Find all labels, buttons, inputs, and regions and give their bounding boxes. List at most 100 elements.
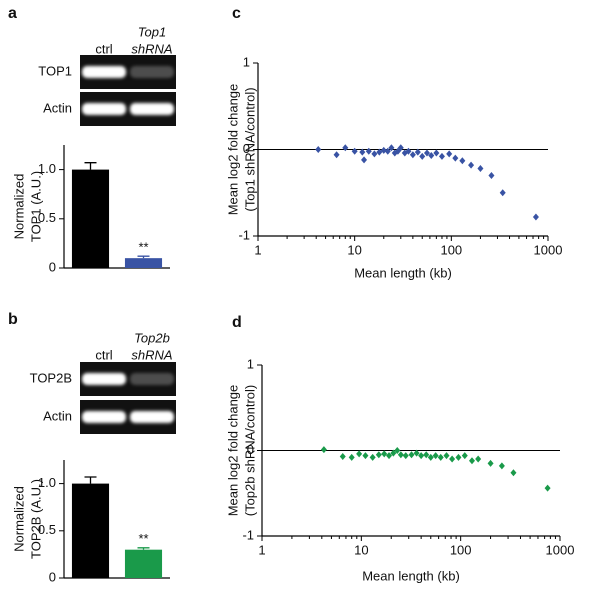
point (342, 144, 349, 152)
point (381, 450, 388, 458)
point (397, 451, 404, 459)
point (413, 449, 420, 457)
point (544, 484, 551, 492)
x-tick-label: 100 (450, 542, 472, 557)
point (356, 450, 363, 458)
blot-band (82, 373, 126, 385)
y-axis-label: Mean log2 fold change (225, 385, 240, 517)
point (362, 452, 369, 460)
bar (71, 483, 110, 578)
point (499, 189, 506, 197)
point (423, 149, 430, 157)
y-axis-label: TOP1 (A.U.) (28, 171, 43, 242)
bar (124, 549, 163, 578)
panel-label: c (232, 5, 241, 22)
point (375, 451, 382, 459)
point (419, 152, 426, 160)
point (437, 453, 444, 461)
y-tick-label: 0 (247, 442, 254, 457)
point (365, 147, 372, 155)
y-axis-label: Normalized (11, 174, 26, 240)
point (359, 148, 366, 156)
point (487, 459, 494, 467)
point (405, 147, 412, 155)
point (384, 147, 391, 155)
point (488, 171, 495, 179)
x-tick-label: 100 (440, 242, 462, 257)
point (452, 154, 459, 162)
point (433, 149, 440, 157)
y-tick-label: 0 (49, 259, 56, 274)
point (443, 452, 450, 460)
bar (71, 169, 110, 268)
point (414, 148, 421, 156)
y-tick-label: 1 (243, 54, 250, 69)
point (498, 462, 505, 470)
point (468, 161, 475, 169)
blot-band (130, 411, 174, 423)
point (369, 453, 376, 461)
blot-band (82, 103, 126, 115)
point (339, 452, 346, 460)
lane-label: ctrl (95, 347, 112, 362)
blot-band (130, 66, 174, 78)
y-axis-label: (Top1 shRNA/control) (242, 87, 257, 211)
y-tick-label: 1.0 (38, 161, 56, 176)
significance: ** (138, 531, 148, 546)
y-axis-label: TOP2B (A.U.) (28, 479, 43, 559)
x-tick-label: 1000 (546, 542, 575, 557)
point (427, 453, 434, 461)
y-tick-label: 1 (247, 356, 254, 371)
blot-label: Actin (43, 408, 72, 423)
point (386, 452, 393, 460)
x-tick-label: 10 (354, 542, 368, 557)
blot-label: Actin (43, 100, 72, 115)
point (459, 157, 466, 165)
point (532, 213, 539, 221)
blot-label: TOP1 (38, 63, 72, 78)
point (438, 152, 445, 160)
x-tick-label: 10 (347, 242, 361, 257)
point (418, 452, 425, 460)
blot-band (82, 66, 126, 78)
lane-label: Top2b (134, 330, 170, 345)
y-tick-label: 0 (49, 569, 56, 584)
point (361, 156, 368, 164)
x-tick-label: 1 (258, 542, 265, 557)
point (388, 144, 395, 152)
lane-label: Top1 (138, 24, 166, 39)
point (348, 453, 355, 461)
lane-label: ctrl (95, 41, 112, 56)
blot-label: TOP2B (30, 370, 72, 385)
point (333, 151, 340, 159)
y-tick-label: 0 (243, 141, 250, 156)
point (475, 455, 482, 463)
point (446, 150, 453, 158)
point (390, 449, 397, 457)
panel-label: b (8, 311, 18, 328)
error-bar (84, 162, 97, 170)
x-tick-label: 1000 (534, 242, 563, 257)
y-axis-label: (Top2b shRNA/control) (242, 385, 257, 517)
y-tick-label: 1.0 (38, 475, 56, 490)
blot-band (82, 411, 126, 423)
point (468, 457, 475, 465)
y-axis-label: Normalized (11, 486, 26, 552)
error-bar (137, 547, 150, 550)
point (428, 152, 435, 160)
error-bar (84, 476, 97, 484)
point (394, 447, 401, 454)
point (449, 455, 456, 463)
point (397, 144, 404, 152)
panel-label: a (8, 5, 17, 22)
point (408, 451, 415, 459)
blot-band (130, 103, 174, 115)
point (380, 146, 387, 154)
point (510, 469, 517, 477)
point (402, 452, 409, 460)
panel-label: d (232, 314, 242, 331)
lane-label: shRNA (131, 347, 172, 362)
point (455, 453, 462, 461)
significance: ** (138, 240, 148, 255)
